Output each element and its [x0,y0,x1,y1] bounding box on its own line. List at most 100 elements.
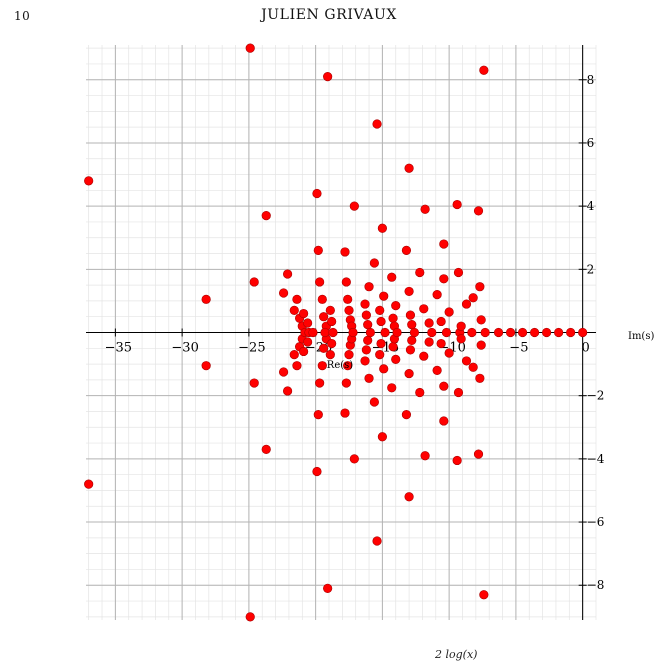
data-point [404,368,414,379]
data-point [360,299,370,309]
data-point [341,378,351,388]
data-point [554,327,564,338]
data-point [461,356,472,366]
x-tick-label: 0 [582,341,590,356]
data-point [84,176,94,186]
data-point [452,455,462,466]
data-point [323,71,333,82]
footer-formula-fragment: 2 log(x) [435,648,478,661]
data-point [392,327,402,338]
data-point [317,361,327,371]
data-point [404,286,414,297]
data-point [361,345,371,355]
data-point [405,310,416,320]
y-tick-label: 4 [587,199,595,213]
data-point [420,451,430,461]
y-tick-label: −6 [587,515,605,529]
data-point [327,338,337,349]
data-point [372,536,382,546]
data-point [312,188,322,199]
data-point [303,318,313,328]
y-tick-label: −2 [587,389,605,403]
data-point [349,454,359,464]
data-point [453,267,464,278]
y-tick-label: 6 [587,136,595,150]
data-point [261,211,271,221]
data-point [278,288,289,298]
data-point [317,294,327,304]
data-point [363,335,373,345]
y-axis-label: Im(s) [628,331,654,342]
data-point [343,361,353,371]
x-axis-label: Re(s) [327,360,353,371]
data-point [369,397,379,407]
data-point [401,410,412,420]
data-point [529,327,540,338]
data-points [84,43,588,622]
x-tick-label: −25 [238,341,265,356]
data-point [467,327,477,338]
data-point [319,312,329,322]
data-point [379,364,389,374]
data-point [369,258,379,268]
y-tick-label: −8 [587,578,605,592]
data-point [348,327,358,338]
data-point [313,245,323,255]
data-point [407,335,417,345]
data-point [415,387,425,398]
data-point [439,381,449,391]
data-point [320,327,330,338]
data-point [365,327,375,338]
data-point [424,318,434,328]
data-point [289,350,299,360]
data-point [444,307,454,317]
data-point [578,327,588,338]
data-point [461,299,472,309]
data-point [325,305,335,315]
page-number: 10 [14,9,31,23]
data-point [343,294,353,304]
x-tick-label: −5 [509,341,528,356]
data-point [261,444,271,454]
data-point [404,492,414,502]
running-head: JULIEN GRIVAUX [261,7,397,23]
data-point [245,612,255,622]
data-point [299,308,309,319]
data-point [473,206,484,216]
data-point [452,199,462,210]
data-point [377,432,387,442]
data-point [456,334,466,344]
data-point [493,327,504,338]
data-point [361,310,371,320]
data-point [439,239,449,249]
data-point [249,378,259,388]
data-point [475,373,485,383]
data-point [439,416,449,426]
data-point [480,327,490,338]
data-point [201,361,211,371]
data-point [432,289,442,300]
data-point [282,386,293,396]
data-point [405,345,416,355]
y-tick-label: −4 [587,452,605,466]
data-point [303,337,313,347]
data-point [439,274,449,284]
data-point [376,338,386,349]
data-point [341,277,351,287]
data-point [319,343,329,353]
data-point [315,378,325,388]
data-point [388,342,398,352]
data-point [407,320,417,330]
data-point [249,277,259,287]
data-point [566,327,576,338]
data-point [420,204,430,214]
data-point [476,315,486,325]
data-point [427,327,437,338]
data-point [476,340,486,350]
data-point [245,43,255,53]
data-point [391,301,401,311]
data-point [315,277,325,287]
data-point [475,282,485,292]
data-point [453,387,464,398]
data-point [364,282,374,292]
